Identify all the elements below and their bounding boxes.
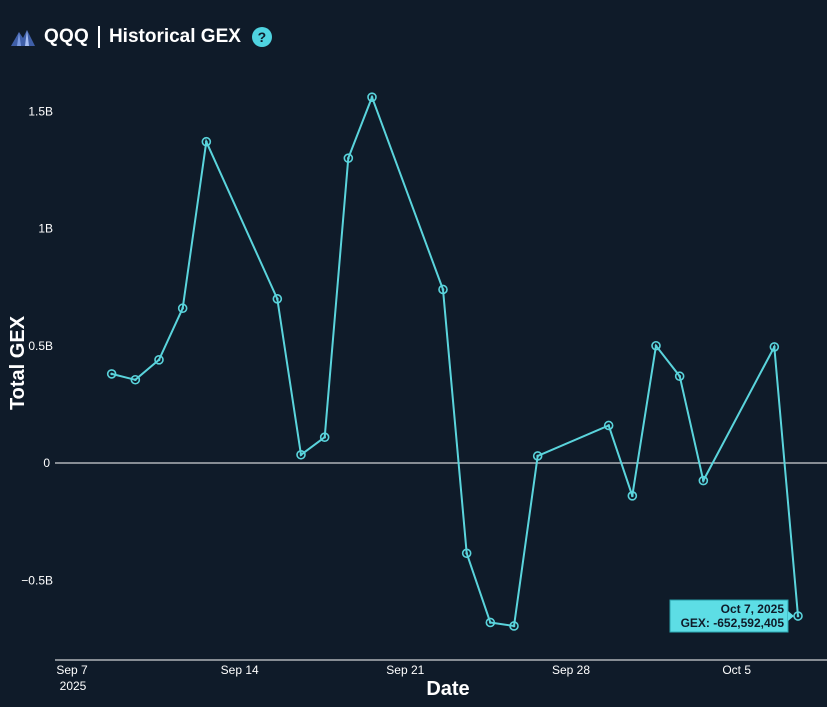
tooltip-date: Oct 7, 2025 — [721, 602, 785, 616]
data-point[interactable] — [106, 369, 117, 379]
data-point[interactable] — [627, 491, 638, 501]
tooltip-pointer — [788, 611, 794, 622]
data-point-center — [323, 435, 326, 439]
data-point-center — [702, 479, 705, 482]
chart-header: QQQ Historical GEX ? — [10, 22, 272, 52]
hover-tooltip: Oct 7, 2025 GEX: -652,592,405 — [669, 599, 794, 633]
x-tick-label: Sep 14 — [221, 663, 259, 677]
x-axis-ticks: Sep 7 2025 Sep 14 Sep 21 Sep 28 Oct 5 — [56, 663, 751, 693]
data-point-center — [134, 378, 137, 382]
data-point[interactable] — [603, 420, 614, 431]
data-point-center — [181, 306, 184, 310]
data-point-center — [773, 345, 776, 349]
data-point-center — [512, 624, 516, 628]
help-icon[interactable]: ? — [251, 27, 272, 47]
data-point-center — [299, 453, 303, 457]
mountain-logo-icon — [11, 30, 35, 46]
data-point-center — [276, 297, 279, 301]
data-point[interactable] — [698, 475, 709, 486]
data-point[interactable] — [154, 355, 164, 365]
ticker-label: QQQ — [44, 26, 89, 47]
data-point[interactable] — [651, 340, 661, 351]
tooltip-value: GEX: -652,592,405 — [681, 616, 785, 630]
data-point[interactable] — [532, 451, 543, 461]
data-point[interactable] — [769, 342, 780, 352]
data-point[interactable] — [367, 92, 377, 102]
data-point-center — [465, 551, 468, 555]
data-points — [106, 92, 803, 631]
data-point-center — [607, 424, 610, 427]
data-point-center — [678, 374, 681, 378]
x-tick-label: Sep 21 — [386, 663, 424, 677]
x-tick-label: Oct 5 — [722, 663, 751, 677]
y-tick-label: 1.5B — [28, 104, 53, 118]
data-point-center — [441, 288, 445, 291]
data-point[interactable] — [201, 136, 212, 147]
data-point-center — [110, 372, 113, 376]
data-point[interactable] — [343, 153, 354, 163]
x-tick-sublabel: 2025 — [60, 679, 87, 693]
data-point[interactable] — [177, 303, 188, 314]
data-point[interactable] — [319, 432, 330, 443]
y-tick-label: 1B — [38, 222, 53, 236]
data-point[interactable] — [461, 548, 472, 559]
y-tick-label: 0.5B — [28, 339, 53, 353]
y-tick-label: 0 — [43, 456, 50, 470]
data-point-center — [205, 140, 208, 144]
data-point-center — [489, 621, 492, 624]
data-point-center — [157, 358, 161, 362]
data-point[interactable] — [485, 617, 496, 628]
data-point-center — [370, 95, 374, 99]
data-point-center — [536, 454, 539, 458]
data-point[interactable] — [272, 294, 283, 304]
data-point-center — [796, 614, 800, 618]
data-point[interactable] — [296, 449, 306, 460]
x-axis-label: Date — [426, 678, 469, 700]
data-point[interactable] — [509, 621, 519, 631]
data-point-center — [654, 344, 658, 348]
y-axis-label: Total GEX — [7, 315, 29, 410]
tooltip-box — [669, 599, 789, 633]
data-point-center — [347, 156, 350, 160]
series-line — [111, 94, 799, 628]
y-axis-ticks: 1.5B 1B 0.5B 0 −0.5B — [21, 104, 53, 587]
title-divider — [97, 26, 100, 48]
data-point-center — [631, 494, 634, 498]
data-point[interactable] — [130, 374, 141, 385]
y-tick-label: −0.5B — [21, 573, 53, 587]
data-point[interactable] — [438, 284, 448, 295]
page-title: Historical GEX — [108, 26, 241, 47]
x-tick-label: Sep 28 — [552, 663, 590, 677]
x-tick-label: Sep 7 — [56, 663, 88, 677]
data-point[interactable] — [674, 371, 685, 382]
